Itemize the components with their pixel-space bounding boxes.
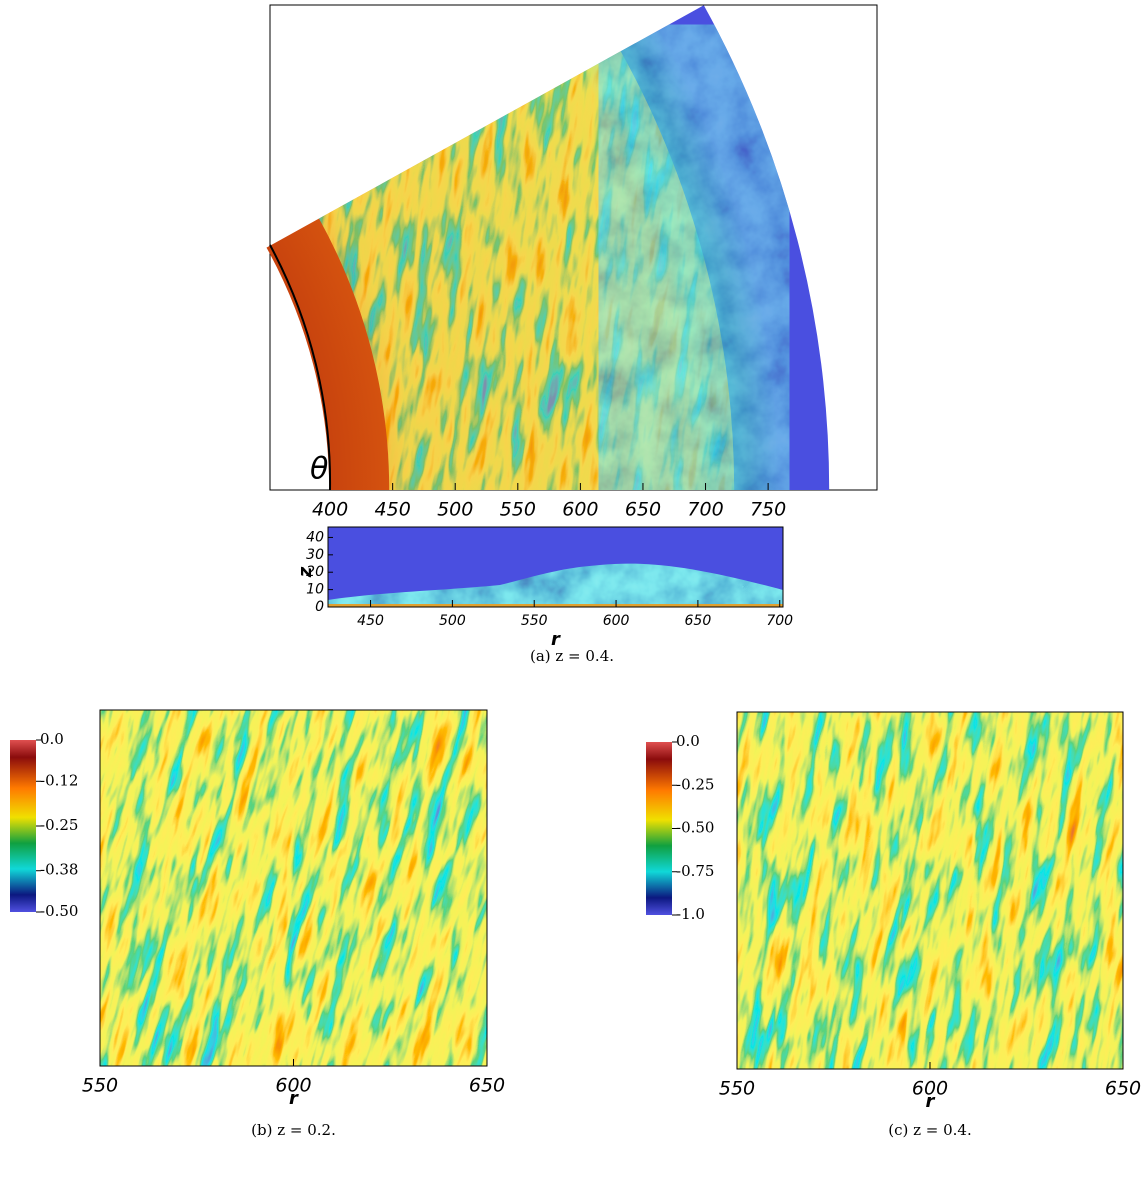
x-tick-label: 650 [685,613,712,629]
y-tick-label: 40 [306,529,324,545]
x-tick-label: 600 [275,1075,311,1097]
x-tick-label: 550 [521,613,548,629]
x-tick-label: 550 [719,1078,755,1100]
x-tick-label: 550 [82,1075,118,1097]
inner-edge [269,244,332,491]
x-tick-label: 700 [766,613,793,629]
caption: (b) z = 0.2. [251,1121,336,1139]
x-tick-label: 450 [375,499,411,521]
colorbar-tick-label: -0.25 [40,816,78,834]
colorbar-tick-label: -0.50 [676,819,714,837]
x-tick-label: 600 [912,1078,948,1100]
caption: (c) z = 0.4. [888,1121,972,1139]
colorbar-tick-label: -0.38 [40,861,78,879]
x-axis-label: r [551,629,561,650]
texture [737,712,1123,1069]
outer-region [598,24,790,490]
x-axis-label: r [926,1091,936,1112]
outer-texture [598,24,790,490]
colorbar [10,740,36,912]
field [737,712,1123,1069]
x-tick-label: 650 [1105,1078,1141,1100]
colorbar-tick-label: 0.0 [40,730,64,748]
caption: (a) z = 0.4. [530,647,614,665]
colorbar-tick-label: -1.0 [676,905,705,923]
x-tick-label: 400 [312,499,348,521]
y-tick-label: 20 [306,564,324,580]
x-tick-label: 700 [687,499,723,521]
texture [100,710,487,1066]
angle-label: θ [310,452,328,487]
colorbar-tick-label: -0.75 [676,862,714,880]
colorbar [646,742,672,915]
x-tick-label: 600 [603,613,630,629]
x-tick-label: 750 [750,499,786,521]
colorbar-tick-label: -0.50 [40,902,78,920]
y-axis-label: z [295,566,316,578]
colorbar-tick-label: -0.25 [676,775,714,793]
x-tick-label: 500 [439,613,466,629]
x-tick-label: 500 [437,499,473,521]
x-tick-label: 550 [500,499,536,521]
wall [328,604,783,607]
x-tick-label: 600 [562,499,598,521]
y-tick-label: 0 [315,599,324,615]
frame [327,526,784,608]
colorbar-tick-label: 0.0 [676,732,700,750]
y-tick-label: 30 [306,547,324,563]
y-tick-label: 10 [306,582,324,598]
x-tick-label: 650 [469,1075,505,1097]
x-tick-label: 650 [625,499,661,521]
x-axis-label: r [289,1088,299,1109]
x-tick-label: 450 [357,613,384,629]
field [100,710,487,1066]
colorbar-tick-label: -0.12 [40,771,78,789]
